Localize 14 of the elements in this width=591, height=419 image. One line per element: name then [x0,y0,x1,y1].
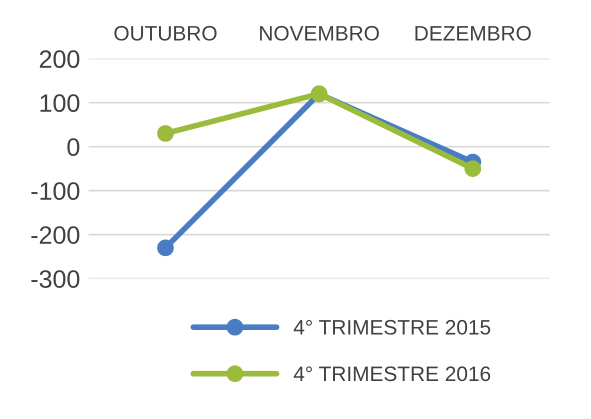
x-tick-label: NOVEMBRO [260,26,379,41]
y-tick-label: 200 [40,50,80,68]
point [157,125,174,142]
point [157,240,174,256]
legend-label: 4° TRIMESTRE 2015 [294,320,490,335]
y-tick-label: 100 [40,94,80,112]
y-tick-label: -300 [31,270,80,288]
legend-label: 4° TRIMESTRE 2016 [294,366,490,382]
y-tick-label: 0 [67,138,80,156]
y-tick-label: -100 [31,182,80,200]
point [464,160,482,177]
y-tick-label: -200 [31,226,80,244]
x-tick-label: DEZEMBRO [415,26,531,41]
x-tick-label: OUTUBRO [114,26,217,41]
